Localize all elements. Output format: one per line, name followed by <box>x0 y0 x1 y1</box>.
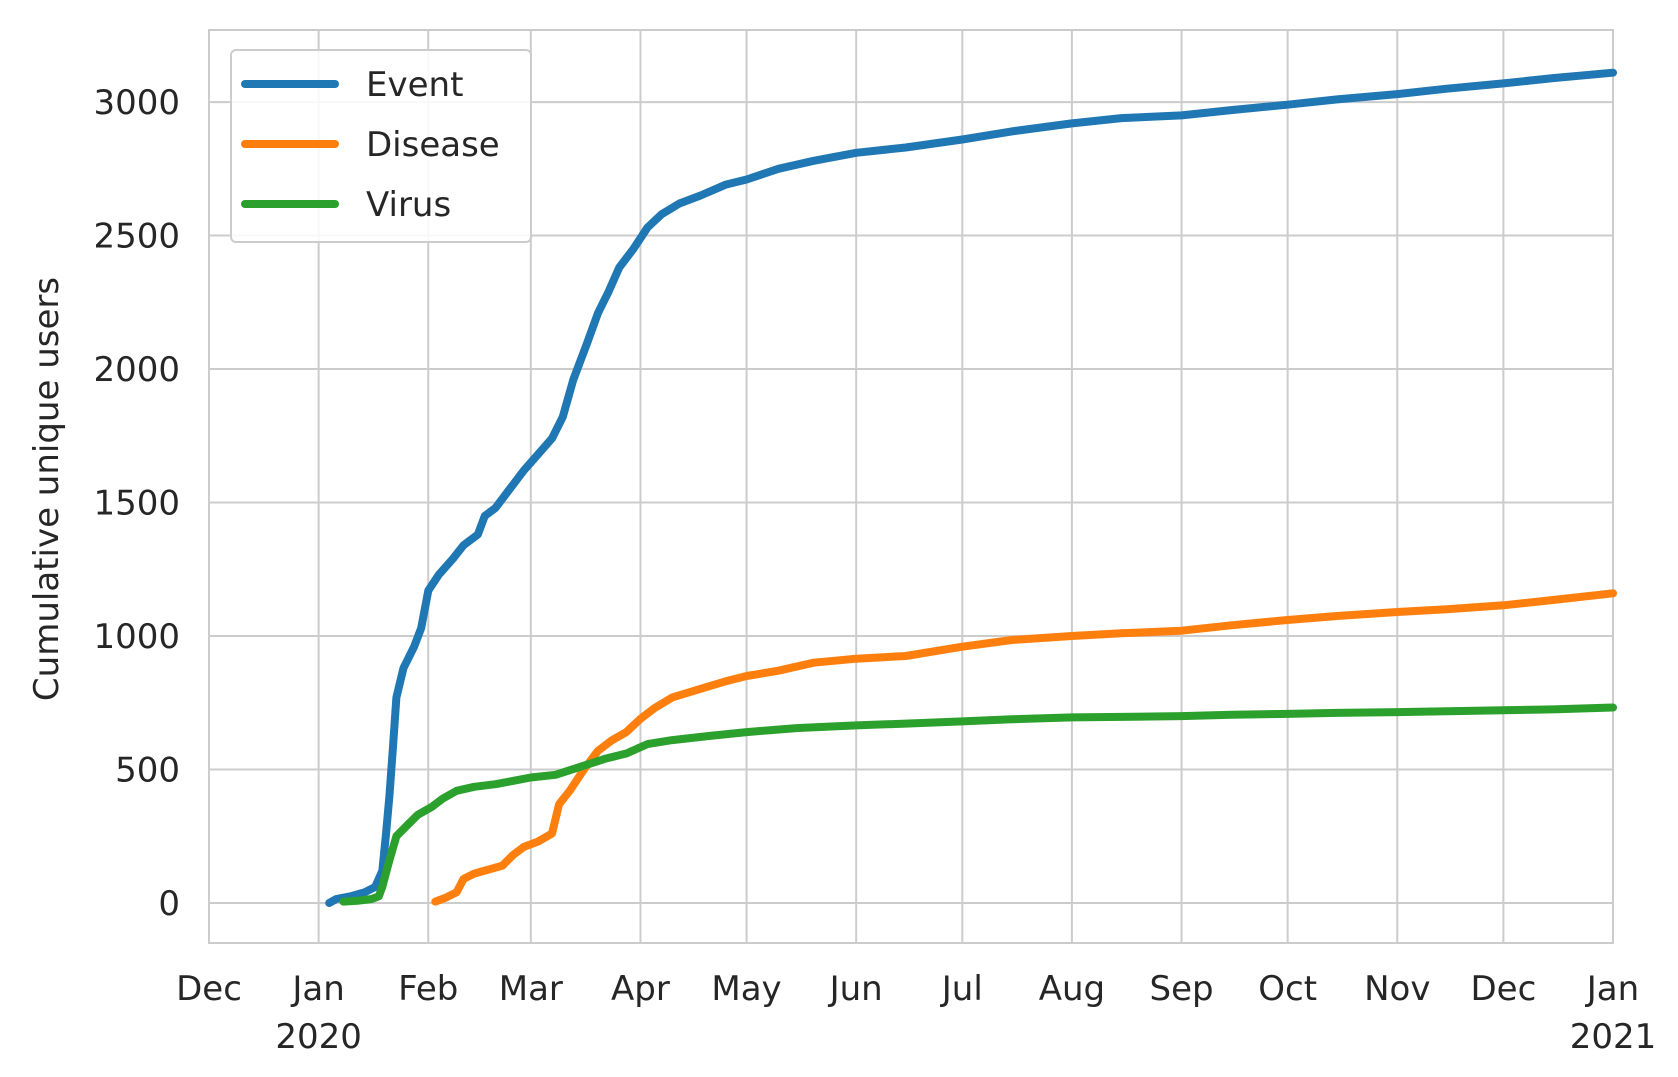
series-line-event <box>325 68 1617 907</box>
y-tick-label: 2000 <box>93 350 180 390</box>
x-tick-label: Jan <box>1585 969 1639 1009</box>
x-tick-label: Jan <box>290 969 344 1009</box>
y-tick-label: 0 <box>158 884 180 924</box>
y-tick-label: 1500 <box>93 484 180 524</box>
x-tick-label: Jun <box>828 969 883 1009</box>
y-tick-label: 3000 <box>93 83 180 123</box>
x-tick-label: Mar <box>499 969 563 1009</box>
x-tick-label: Sep <box>1149 969 1213 1009</box>
y-tick-label: 1000 <box>93 617 180 657</box>
x-tick-label: Oct <box>1258 969 1317 1009</box>
x-tick-label: Aug <box>1039 969 1105 1009</box>
legend-label-disease: Disease <box>366 125 500 165</box>
legend: Event Disease Virus <box>230 49 532 243</box>
y-tick-label: 500 <box>115 750 180 790</box>
plot-frame <box>208 29 1614 944</box>
x-tick-label: Jul <box>940 969 983 1009</box>
legend-label-virus: Virus <box>366 185 451 225</box>
x-tick-label: Nov <box>1364 969 1430 1009</box>
x-tick-label: Feb <box>398 969 458 1009</box>
x-tick-year-label: 2020 <box>275 1017 362 1057</box>
legend-label-event: Event <box>366 65 463 105</box>
x-tick-label: Dec <box>1470 969 1536 1009</box>
x-tick-label: Apr <box>611 969 670 1009</box>
series-line-disease <box>431 589 1617 906</box>
x-tick-year-label: 2021 <box>1570 1017 1657 1057</box>
legend-box <box>230 49 532 243</box>
y-axis: 0 500 1000 1500 2000 2500 3000 <box>93 83 180 924</box>
y-axis-label: Cumulative unique users <box>27 277 67 701</box>
series-line-virus <box>339 703 1617 906</box>
x-tick-label: May <box>711 969 781 1009</box>
x-tick-label: Dec <box>176 969 242 1009</box>
y-tick-label: 2500 <box>93 217 180 257</box>
series-layer <box>325 68 1617 907</box>
x-axis: Dec Jan 2020 Feb Mar Apr May Jun Jul Aug Sep Oct Nov… <box>176 969 1656 1057</box>
